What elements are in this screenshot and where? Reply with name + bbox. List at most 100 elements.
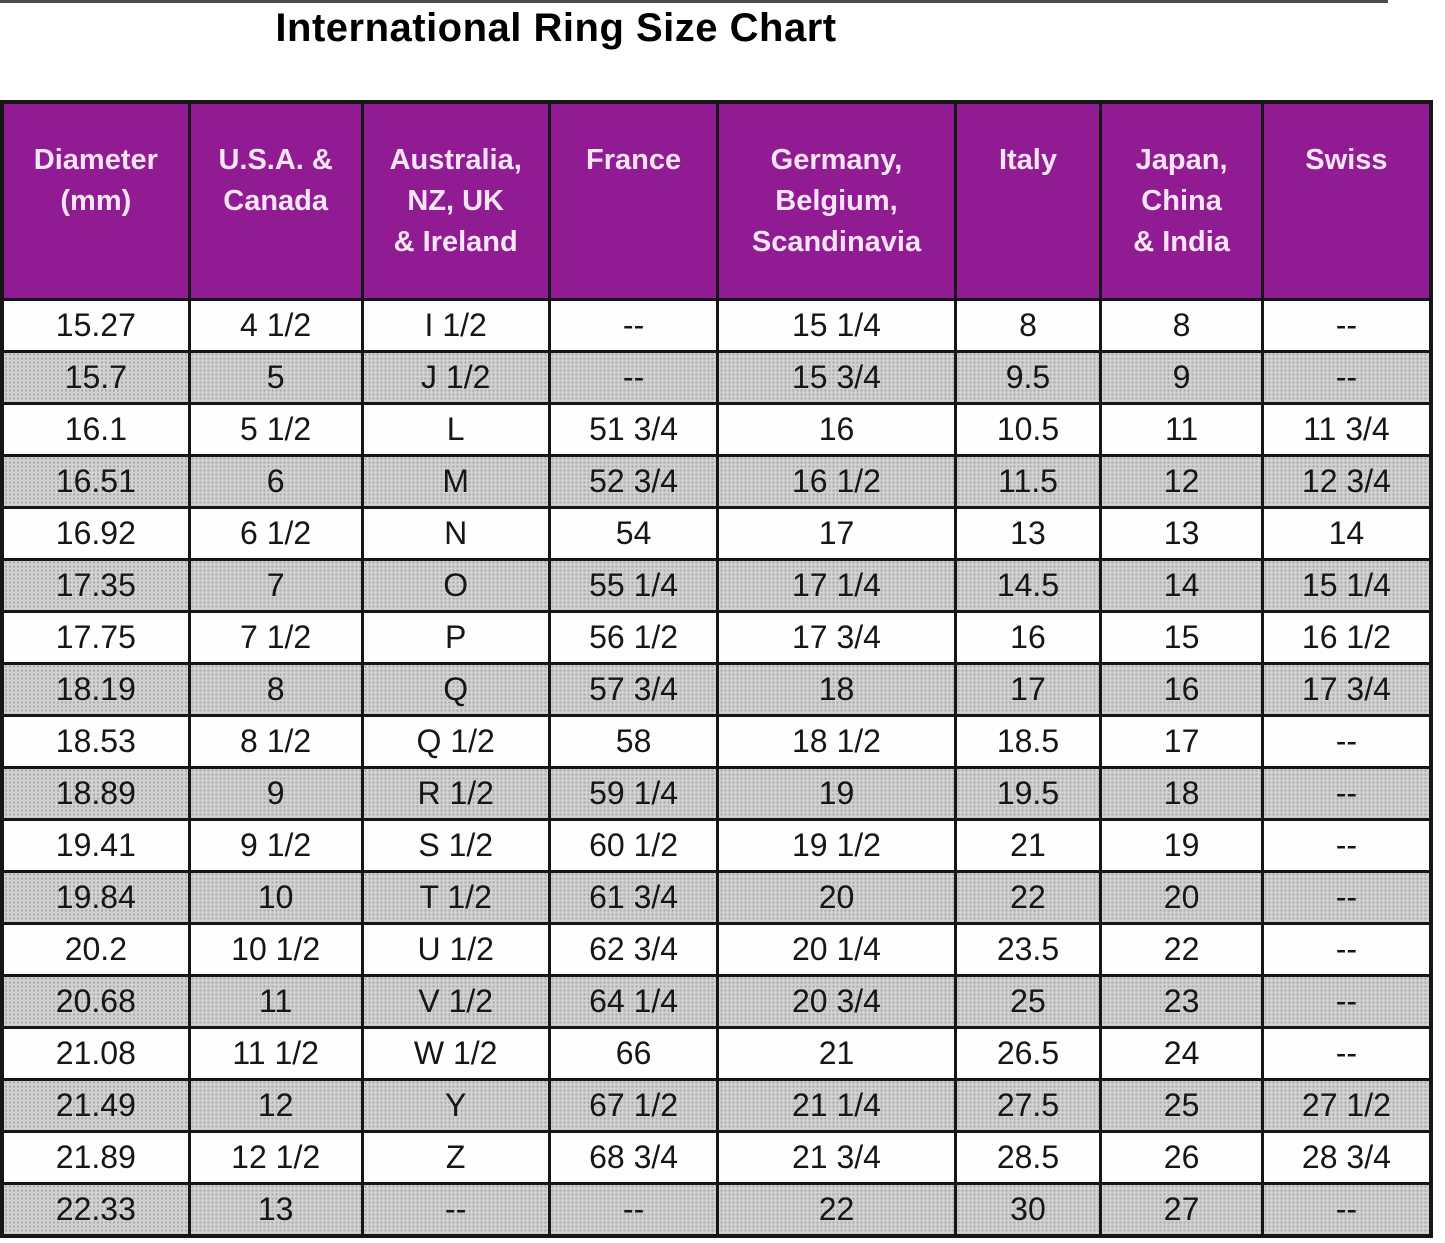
table-row: 21.89 12 1/2 Z 68 3/4 21 3/4 28.5 26 28 3/4 (0, 1129, 1433, 1185)
table-cell-japan-china-india: 24 (1099, 1025, 1264, 1081)
table-cell-italy: 18.5 (953, 713, 1103, 769)
table-cell-australia-nz-uk-ireland: P (360, 609, 551, 665)
table-cell-usa-canada: 5 (187, 349, 364, 405)
table-cell-france: 55 1/4 (547, 557, 720, 613)
table-cell-usa-canada: 8 1/2 (187, 713, 364, 769)
table-cell-france: 67 1/2 (547, 1077, 720, 1133)
table-cell-japan-china-india: 26 (1099, 1129, 1264, 1185)
table-cell-swiss: -- (1260, 1025, 1433, 1081)
table-row: 22.33 13 -- -- 22 30 27 -- (0, 1181, 1433, 1237)
top-divider-line (0, 0, 1388, 3)
table-cell-swiss: -- (1260, 1181, 1433, 1237)
table-cell-japan-china-india: 8 (1099, 297, 1264, 353)
table-cell-australia-nz-uk-ireland: J 1/2 (360, 349, 551, 405)
table-cell-usa-canada: 13 (187, 1181, 364, 1237)
table-cell-swiss: 15 1/4 (1260, 557, 1433, 613)
table-row: 21.08 11 1/2 W 1/2 66 21 26.5 24 -- (0, 1025, 1433, 1081)
table-cell-germany-belgium-scandinavia: 21 3/4 (716, 1129, 957, 1185)
table-cell-japan-china-india: 12 (1099, 453, 1264, 509)
table-cell-swiss: -- (1260, 765, 1433, 821)
table-cell-germany-belgium-scandinavia: 15 1/4 (716, 297, 957, 353)
column-header-diameter-mm: Diameter (mm) (0, 100, 191, 301)
table-cell-japan-china-india: 11 (1099, 401, 1264, 457)
table-cell-italy: 19.5 (953, 765, 1103, 821)
table-cell-australia-nz-uk-ireland: Z (360, 1129, 551, 1185)
table-cell-diameter-mm: 15.7 (0, 349, 191, 405)
table-cell-japan-china-india: 19 (1099, 817, 1264, 873)
table-cell-france: 64 1/4 (547, 973, 720, 1029)
table-cell-japan-china-india: 17 (1099, 713, 1264, 769)
table-cell-australia-nz-uk-ireland: W 1/2 (360, 1025, 551, 1081)
ring-size-table: Diameter (mm) U.S.A. & Canada Australia, N… (0, 100, 1433, 1238)
table-cell-france: 68 3/4 (547, 1129, 720, 1185)
column-header-france: France (547, 100, 720, 301)
table-cell-germany-belgium-scandinavia: 19 1/2 (716, 817, 957, 873)
table-cell-germany-belgium-scandinavia: 20 1/4 (716, 921, 957, 977)
table-cell-australia-nz-uk-ireland: T 1/2 (360, 869, 551, 925)
table-cell-germany-belgium-scandinavia: 20 (716, 869, 957, 925)
table-cell-diameter-mm: 20.68 (0, 973, 191, 1029)
table-cell-japan-china-india: 9 (1099, 349, 1264, 405)
table-row: 18.53 8 1/2 Q 1/2 58 18 1/2 18.5 17 -- (0, 713, 1433, 769)
table-header-row: Diameter (mm) U.S.A. & Canada Australia, N… (0, 100, 1433, 301)
table-row: 15.7 5 J 1/2 -- 15 3/4 9.5 9 -- (0, 349, 1433, 405)
table-cell-australia-nz-uk-ireland: -- (360, 1181, 551, 1237)
table-cell-diameter-mm: 19.84 (0, 869, 191, 925)
table-cell-swiss: 28 3/4 (1260, 1129, 1433, 1185)
column-header-japan-china-india: Japan, China & India (1099, 100, 1264, 301)
table-cell-diameter-mm: 21.89 (0, 1129, 191, 1185)
table-cell-swiss: -- (1260, 817, 1433, 873)
table-row: 18.19 8 Q 57 3/4 18 17 16 17 3/4 (0, 661, 1433, 717)
table-cell-france: 62 3/4 (547, 921, 720, 977)
table-cell-swiss: -- (1260, 869, 1433, 925)
table-cell-diameter-mm: 16.92 (0, 505, 191, 561)
table-cell-italy: 30 (953, 1181, 1103, 1237)
table-cell-france: 59 1/4 (547, 765, 720, 821)
table-cell-diameter-mm: 20.2 (0, 921, 191, 977)
table-cell-usa-canada: 11 (187, 973, 364, 1029)
table-cell-germany-belgium-scandinavia: 19 (716, 765, 957, 821)
table-cell-germany-belgium-scandinavia: 18 1/2 (716, 713, 957, 769)
table-cell-swiss: 14 (1260, 505, 1433, 561)
table-cell-japan-china-india: 18 (1099, 765, 1264, 821)
table-row: 17.75 7 1/2 P 56 1/2 17 3/4 16 15 16 1/2 (0, 609, 1433, 665)
table-cell-swiss: 12 3/4 (1260, 453, 1433, 509)
table-cell-usa-canada: 11 1/2 (187, 1025, 364, 1081)
table-cell-japan-china-india: 25 (1099, 1077, 1264, 1133)
table-row: 18.89 9 R 1/2 59 1/4 19 19.5 18 -- (0, 765, 1433, 821)
column-header-germany-belgium-scandinavia: Germany, Belgium, Scandinavia (716, 100, 957, 301)
table-cell-usa-canada: 12 (187, 1077, 364, 1133)
column-header-italy: Italy (953, 100, 1103, 301)
table-cell-germany-belgium-scandinavia: 17 (716, 505, 957, 561)
table-cell-germany-belgium-scandinavia: 16 (716, 401, 957, 457)
table-cell-france: 52 3/4 (547, 453, 720, 509)
table-cell-germany-belgium-scandinavia: 20 3/4 (716, 973, 957, 1029)
table-cell-diameter-mm: 17.75 (0, 609, 191, 665)
table-cell-swiss: -- (1260, 713, 1433, 769)
table-cell-australia-nz-uk-ireland: M (360, 453, 551, 509)
table-cell-italy: 27.5 (953, 1077, 1103, 1133)
table-cell-france: 66 (547, 1025, 720, 1081)
table-cell-swiss: 11 3/4 (1260, 401, 1433, 457)
table-cell-france: 54 (547, 505, 720, 561)
table-cell-diameter-mm: 17.35 (0, 557, 191, 613)
table-cell-usa-canada: 10 1/2 (187, 921, 364, 977)
table-cell-italy: 14.5 (953, 557, 1103, 613)
table-cell-usa-canada: 9 (187, 765, 364, 821)
table-cell-germany-belgium-scandinavia: 17 3/4 (716, 609, 957, 665)
table-cell-germany-belgium-scandinavia: 22 (716, 1181, 957, 1237)
table-header: Diameter (mm) U.S.A. & Canada Australia, N… (0, 100, 1433, 301)
table-cell-france: 56 1/2 (547, 609, 720, 665)
table-cell-diameter-mm: 21.49 (0, 1077, 191, 1133)
table-cell-japan-china-india: 23 (1099, 973, 1264, 1029)
table-cell-usa-canada: 7 (187, 557, 364, 613)
table-row: 16.92 6 1/2 N 54 17 13 13 14 (0, 505, 1433, 561)
table-cell-france: 60 1/2 (547, 817, 720, 873)
table-cell-italy: 28.5 (953, 1129, 1103, 1185)
table-cell-australia-nz-uk-ireland: U 1/2 (360, 921, 551, 977)
column-header-australia-nz-uk-ireland: Australia, NZ, UK & Ireland (360, 100, 551, 301)
table-cell-japan-china-india: 20 (1099, 869, 1264, 925)
table-cell-australia-nz-uk-ireland: L (360, 401, 551, 457)
table-cell-australia-nz-uk-ireland: I 1/2 (360, 297, 551, 353)
table-row: 19.41 9 1/2 S 1/2 60 1/2 19 1/2 21 19 -- (0, 817, 1433, 873)
